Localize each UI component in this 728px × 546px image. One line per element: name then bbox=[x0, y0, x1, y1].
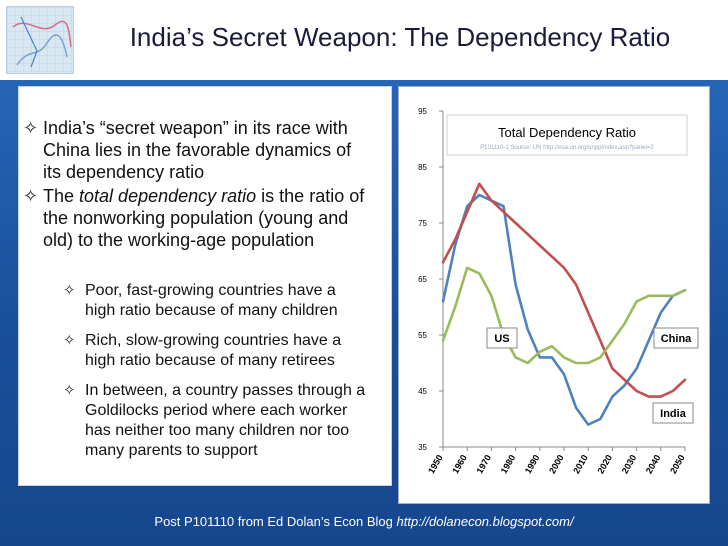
map-logo-graphic bbox=[7, 7, 73, 73]
bullet-line: China lies in the favorable dynamics of bbox=[43, 140, 352, 160]
chart-title-box bbox=[446, 114, 688, 156]
x-tick-label: 2040 bbox=[644, 453, 663, 475]
sub-bullet-item: ✧ Poor, fast-growing countries have a hi… bbox=[63, 281, 338, 321]
diamond-star-bullet-icon: ✧ bbox=[23, 118, 39, 138]
sub-bullet-line: high ratio because of many children bbox=[85, 302, 338, 319]
x-tick-label: 2020 bbox=[595, 453, 614, 475]
sub-bullet-item: ✧ In between, a country passes through a… bbox=[63, 381, 365, 461]
sub-bullet-text: Poor, fast-growing countries have a high… bbox=[85, 281, 338, 321]
dependency-ratio-chart: Total Dependency Ratio P101110-1 Source:… bbox=[418, 107, 699, 475]
chart-title: Total Dependency Ratio bbox=[498, 125, 636, 140]
bullet-line: India’s “secret weapon” in its race with bbox=[43, 118, 348, 138]
sub-bullet-item: ✧ Rich, slow-growing countries have a hi… bbox=[63, 331, 341, 371]
x-tick-label: 2030 bbox=[620, 453, 639, 475]
x-tick-label: 2010 bbox=[571, 453, 590, 475]
y-tick-label: 35 bbox=[418, 443, 427, 452]
diamond-star-bullet-icon: ✧ bbox=[63, 332, 76, 349]
x-tick-label: 2050 bbox=[668, 453, 687, 475]
sub-bullet-line: has neither too many children nor too bbox=[85, 422, 350, 439]
series-line-us bbox=[441, 193, 687, 426]
series-line-china bbox=[441, 182, 687, 398]
y-tick-label: 95 bbox=[418, 107, 427, 116]
slide-title: India’s Secret Weapon: The Dependency Ra… bbox=[129, 22, 671, 52]
y-tick-label: 75 bbox=[418, 219, 427, 228]
series-label-india: India bbox=[660, 408, 687, 420]
series-label-box-india bbox=[652, 402, 694, 424]
sub-bullet-line: Rich, slow-growing countries have a bbox=[85, 332, 342, 349]
footer-link[interactable]: http://dolanecon.blogspot.com/ bbox=[396, 514, 574, 529]
sub-bullet-text: In between, a country passes through a G… bbox=[85, 381, 365, 461]
term-emphasis: total dependency ratio bbox=[79, 186, 257, 206]
y-tick-label: 55 bbox=[418, 331, 427, 340]
bullet-line: old) to the working-age population bbox=[43, 230, 315, 250]
sub-bullet-line: Poor, fast-growing countries have a bbox=[85, 282, 336, 299]
footer-text: Post P101110 from Ed Dolan’s Econ Blog bbox=[154, 514, 393, 529]
chart-subtitle: P101110-1 Source: UN http://esa.un.org/u… bbox=[480, 145, 654, 151]
bullet-panel: ✧ India’s “secret weapon” in its race wi… bbox=[18, 86, 392, 486]
x-tick-label: 1980 bbox=[499, 453, 518, 475]
bullet-line-suffix: is the ratio of bbox=[256, 186, 365, 206]
x-tick-label: 2000 bbox=[547, 453, 566, 475]
bullet-item: ✧ India’s “secret weapon” in its race wi… bbox=[23, 117, 351, 183]
bullet-line-prefix: The bbox=[43, 186, 80, 206]
sub-bullet-text: Rich, slow-growing countries have a high… bbox=[85, 331, 341, 371]
bullet-line: The total dependency ratio is the ratio … bbox=[43, 185, 364, 207]
y-tick-label: 45 bbox=[418, 387, 427, 396]
series-label-box-us bbox=[486, 327, 518, 349]
series-label-china: China bbox=[661, 333, 692, 345]
x-tick-label: 1950 bbox=[426, 453, 445, 475]
x-tick-label: 1960 bbox=[450, 453, 469, 475]
series-line-india bbox=[441, 266, 687, 365]
sub-bullet-line: Goldilocks period where each worker bbox=[85, 402, 348, 419]
footer: Post P101110 from Ed Dolan’s Econ Blog h… bbox=[0, 514, 728, 529]
x-tick-label: 1970 bbox=[474, 453, 493, 475]
sub-bullet-line: high ratio because of many retirees bbox=[85, 352, 335, 369]
sub-bullet-line: many parents to support bbox=[85, 442, 258, 459]
title-bar: India’s Secret Weapon: The Dependency Ra… bbox=[0, 0, 728, 80]
bullet-item: ✧ The total dependency ratio is the rati… bbox=[23, 185, 364, 251]
series-label-box-china bbox=[653, 327, 699, 349]
bullet-text: India’s “secret weapon” in its race with… bbox=[43, 117, 351, 183]
series-label-us: US bbox=[494, 333, 509, 345]
sub-bullet-line: In between, a country passes through a bbox=[85, 382, 366, 399]
y-tick-label: 65 bbox=[418, 275, 427, 284]
diamond-star-bullet-icon: ✧ bbox=[63, 282, 76, 299]
map-logo-icon bbox=[6, 6, 74, 74]
bullet-line: its dependency ratio bbox=[43, 162, 205, 182]
y-tick-label: 85 bbox=[418, 163, 427, 172]
bullet-line: the nonworking population (young and bbox=[43, 208, 349, 228]
diamond-star-bullet-icon: ✧ bbox=[23, 186, 39, 206]
chart-panel: Total Dependency Ratio P101110-1 Source:… bbox=[398, 86, 710, 504]
diamond-star-bullet-icon: ✧ bbox=[63, 382, 76, 399]
bullet-text: The total dependency ratio is the ratio … bbox=[43, 185, 364, 251]
x-tick-label: 1990 bbox=[523, 453, 542, 475]
